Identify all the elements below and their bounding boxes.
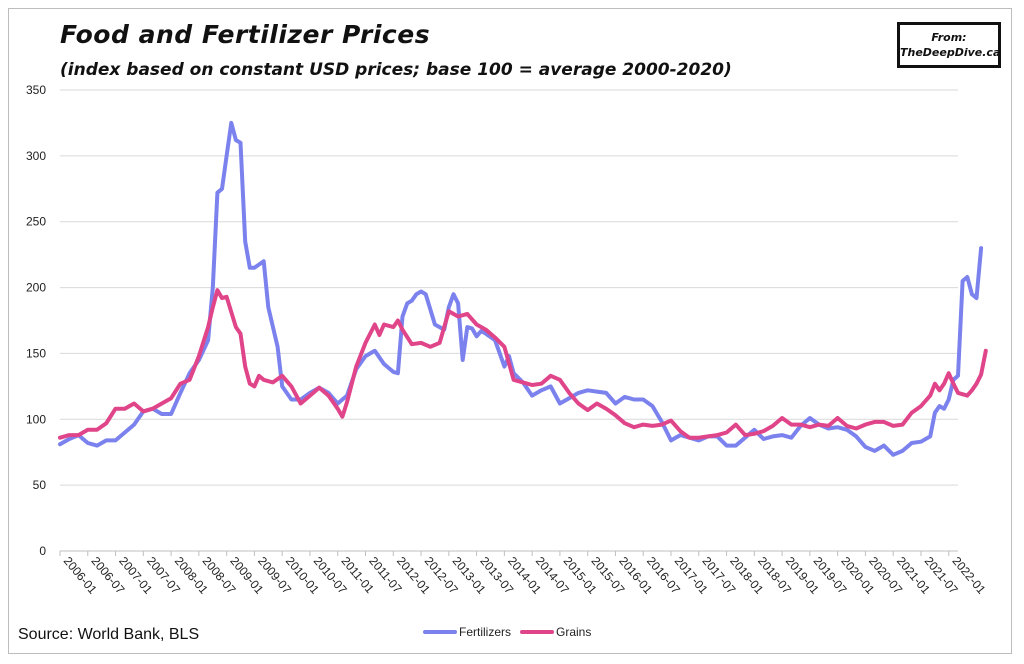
series-line-grains (58, 288, 988, 440)
y-tick-label: 150 (26, 346, 46, 360)
x-axis-ticks: 2006-012006-072007-012007-072008-012008-… (59, 551, 989, 597)
y-tick-label: 250 (26, 215, 46, 229)
series-line-fertilizers (58, 120, 984, 457)
chart-subtitle: (index based on constant USD prices; bas… (60, 60, 732, 80)
source-badge: From: TheDeepDive.ca (897, 22, 1001, 68)
y-tick-label: 100 (26, 412, 46, 426)
badge-from-label: From: (931, 31, 967, 44)
chart-frame (8, 8, 1012, 654)
legend: Fertilizers Grains (423, 625, 591, 639)
y-axis-ticks: 0 50 100 150 200 250 300 350 (26, 83, 46, 558)
chart-title: Food and Fertilizer Prices (60, 20, 431, 49)
source-note: Source: World Bank, BLS (18, 626, 200, 643)
y-tick-label: 350 (26, 83, 46, 97)
y-tick-label: 200 (26, 281, 46, 295)
y-tick-label: 50 (33, 478, 47, 492)
badge-site-label: TheDeepDive.ca (900, 46, 1001, 59)
series-lines (58, 120, 988, 457)
y-tick-label: 300 (26, 149, 46, 163)
legend-label-grains: Grains (556, 625, 591, 639)
grid-lines (60, 89, 958, 552)
y-tick-label: 0 (39, 544, 46, 558)
legend-label-fertilizers: Fertilizers (459, 625, 511, 639)
